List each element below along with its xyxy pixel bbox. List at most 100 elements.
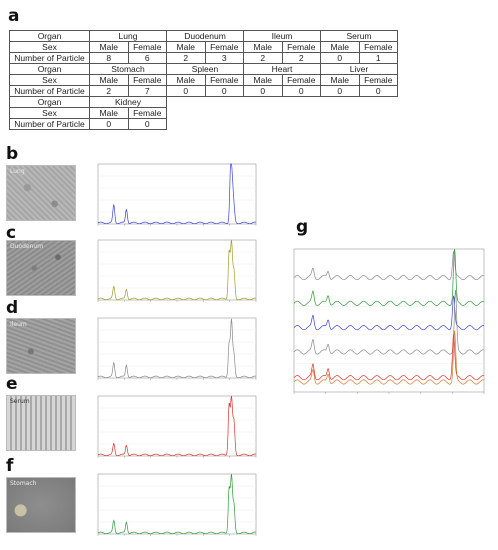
plot-frame: [293, 248, 485, 393]
micrograph-label: Lung: [10, 168, 25, 175]
sex-male: Male: [243, 41, 283, 53]
particle-count-male: 0: [89, 118, 129, 130]
sex-male: Male: [89, 74, 129, 86]
spectrum-line: [97, 473, 257, 535]
particle-count-female: 0: [204, 85, 244, 97]
organ-row: Organ Stomach Spleen Heart Liver: [9, 63, 398, 75]
particle-count-male: 0: [166, 85, 206, 97]
empty-cell: [321, 119, 398, 130]
sex-female: Female: [358, 41, 398, 53]
raman-spectrum-g-stacked: [293, 248, 485, 394]
sex-male: Male: [89, 41, 129, 53]
particle-count-male: 8: [89, 52, 129, 64]
row-header: Sex: [9, 107, 90, 119]
panel-label-f: f: [6, 456, 14, 476]
micrograph-serum: Serum: [6, 395, 76, 451]
empty-cell: [244, 119, 321, 130]
panel-label-d: d: [6, 298, 19, 318]
particle-count-female: 0: [358, 85, 398, 97]
organ-row: Organ Lung Duodenum Ileum Serum: [9, 30, 398, 42]
micrograph-label: Serum: [10, 398, 30, 405]
sex-row: Sex Male Female: [9, 107, 398, 119]
sex-male: Male: [166, 74, 206, 86]
spectrum-line: [293, 251, 485, 281]
organ-name: Stomach: [89, 63, 167, 75]
particle-count-male: 2: [166, 52, 206, 64]
empty-cell: [244, 108, 321, 119]
row-header: Number of Particle: [9, 52, 90, 64]
empty-cell: [167, 119, 244, 130]
raman-spectrum-c: [97, 239, 257, 302]
empty-cell: [244, 97, 321, 108]
sex-female: Female: [127, 41, 167, 53]
organ-name: Heart: [243, 63, 321, 75]
particle-row: Number of Particle 2 7 0 0 0 0 0 0: [9, 85, 398, 97]
panel-label-a: a: [8, 6, 20, 26]
micrograph-duodenum: Duodenum: [6, 240, 76, 296]
organ-particle-table: Organ Lung Duodenum Ileum Serum Sex Male Female…: [9, 30, 398, 130]
sex-female: Female: [204, 41, 244, 53]
particle-row: Number of Particle 8 6 2 3 2 2 0 1: [9, 52, 398, 64]
sex-male: Male: [320, 74, 360, 86]
organ-name: Serum: [320, 30, 398, 42]
particle-count-female: 7: [127, 85, 167, 97]
micrograph-lung: Lung: [6, 165, 76, 221]
micrograph-stomach: Stomach: [6, 477, 76, 533]
panel-label-b: b: [6, 144, 19, 164]
organ-name: Ileum: [243, 30, 321, 42]
row-header: Organ: [9, 96, 90, 108]
sex-male: Male: [243, 74, 283, 86]
sex-female: Female: [358, 74, 398, 86]
particle-count-male: 0: [243, 85, 283, 97]
spectrum-line: [293, 334, 485, 381]
particle-count-female: 0: [281, 85, 321, 97]
particle-count-male: 2: [243, 52, 283, 64]
spectrum-line: [97, 163, 257, 225]
sex-female: Female: [204, 74, 244, 86]
row-header: Number of Particle: [9, 85, 90, 97]
spectrum-line: [293, 330, 485, 385]
sex-row: Sex Male Female Male Female Male Female Male Fem…: [9, 74, 398, 86]
row-header: Sex: [9, 41, 90, 53]
organ-name: Duodenum: [166, 30, 244, 42]
organ-name: Liver: [320, 63, 398, 75]
particle-count-male: 0: [320, 85, 360, 97]
organ-name: Kidney: [89, 96, 167, 108]
particle-count-female: 3: [204, 52, 244, 64]
organ-name: Spleen: [166, 63, 244, 75]
particle-count-male: 2: [89, 85, 129, 97]
particle-count-female: 6: [127, 52, 167, 64]
particle-count-female: 2: [281, 52, 321, 64]
spectrum-line: [293, 295, 485, 331]
organ-name: Lung: [89, 30, 167, 42]
raman-spectrum-e: [97, 395, 257, 458]
sex-female: Female: [127, 107, 167, 119]
plot-frame: [97, 317, 257, 379]
spectrum-line: [293, 248, 485, 306]
row-header: Organ: [9, 63, 90, 75]
micrograph-label: Stomach: [10, 480, 37, 487]
panel-label-g: g: [296, 217, 309, 237]
particle-row: Number of Particle 0 0: [9, 118, 398, 130]
sex-male: Male: [89, 107, 129, 119]
organ-row: Organ Kidney: [9, 96, 398, 108]
particle-count-male: 0: [320, 52, 360, 64]
row-header: Sex: [9, 74, 90, 86]
particle-count-female: 1: [358, 52, 398, 64]
row-header: Number of Particle: [9, 118, 90, 130]
sex-male: Male: [166, 41, 206, 53]
sex-female: Female: [281, 74, 321, 86]
empty-cell: [167, 97, 244, 108]
sex-row: Sex Male Female Male Female Male Female Male Fem…: [9, 41, 398, 53]
micrograph-label: Duodenum: [10, 243, 44, 250]
sex-female: Female: [281, 41, 321, 53]
raman-spectrum-d: [97, 317, 257, 380]
sex-female: Female: [127, 74, 167, 86]
spectrum-line: [97, 318, 257, 379]
empty-cell: [321, 97, 398, 108]
panel-label-e: e: [6, 374, 18, 394]
raman-spectrum-b: [97, 163, 257, 226]
empty-cell: [321, 108, 398, 119]
sex-male: Male: [320, 41, 360, 53]
micrograph-label: Ileum: [10, 321, 27, 328]
